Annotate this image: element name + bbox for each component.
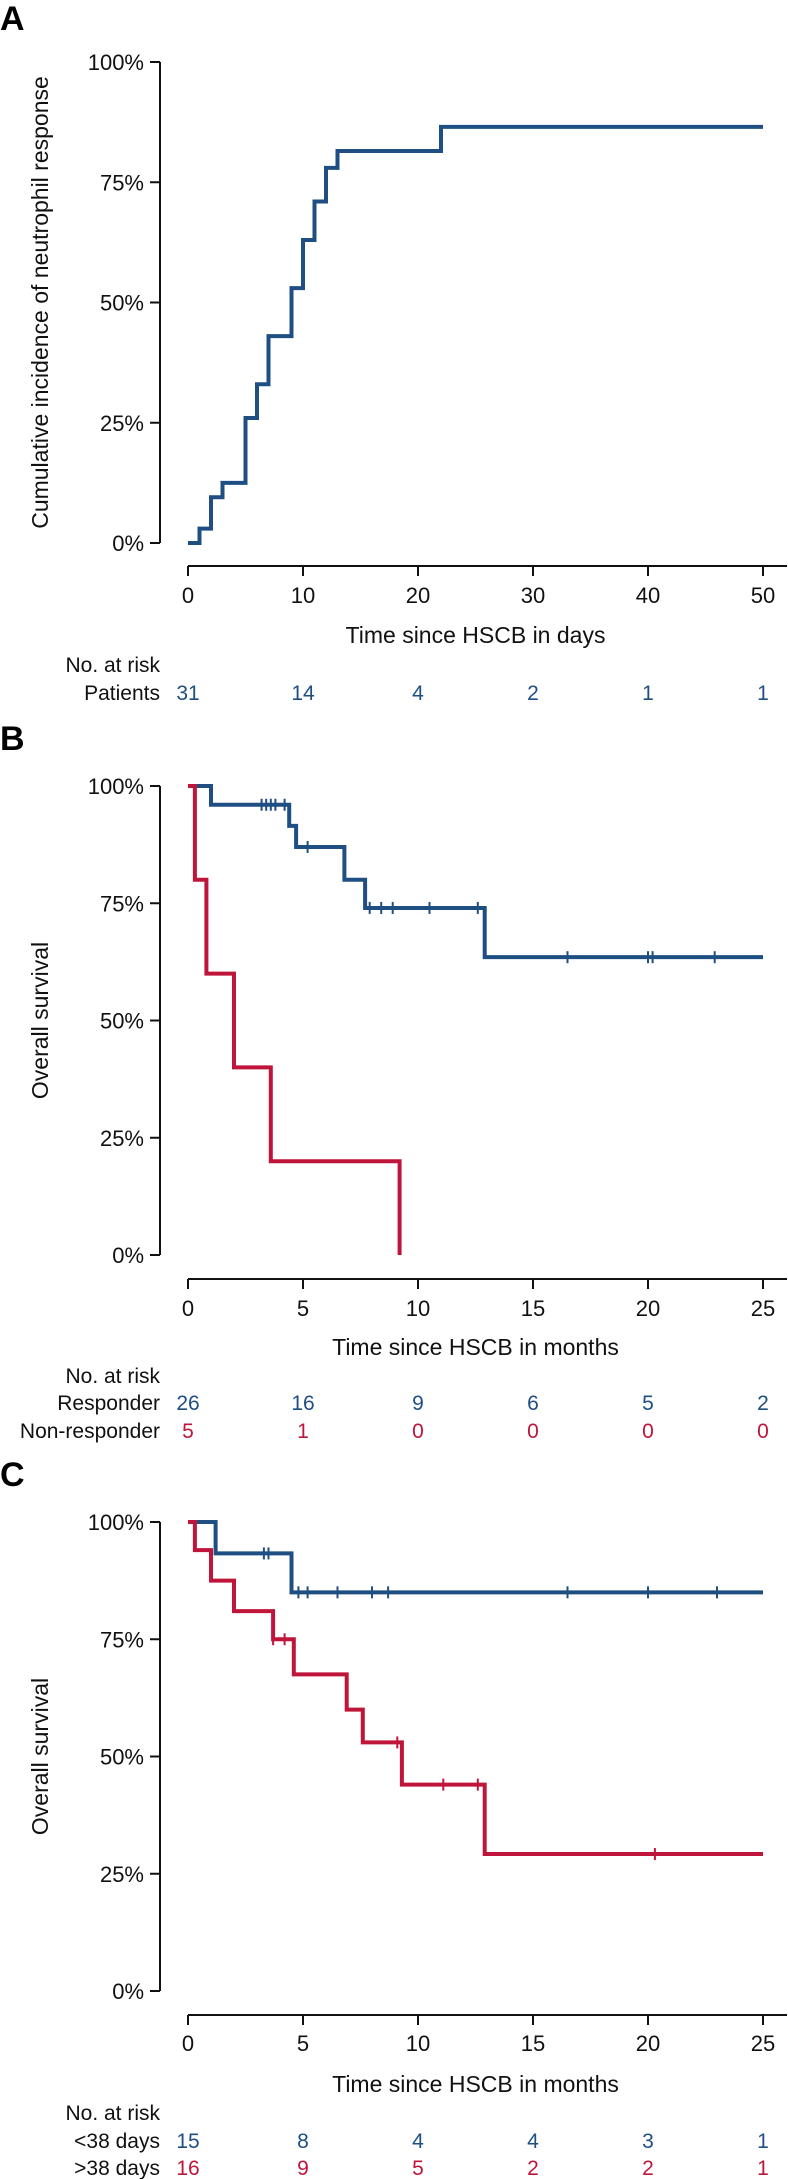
- x-tick-label: 20: [636, 1296, 660, 1321]
- x-tick-label: 10: [291, 583, 315, 608]
- x-tick-label: 5: [297, 1296, 309, 1321]
- risk-value: 1: [757, 2130, 769, 2153]
- risk-row-label: >38 days: [74, 2157, 160, 2179]
- x-tick-label: 0: [182, 583, 194, 608]
- risk-table-header: No. at risk: [65, 2102, 160, 2125]
- x-tick-label: 20: [406, 583, 430, 608]
- y-tick-label: 0%: [112, 531, 144, 556]
- x-axis-title: Time since HSCB in days: [346, 622, 606, 648]
- y-tick-label: 75%: [100, 170, 144, 195]
- x-tick-label: 10: [406, 2031, 430, 2056]
- y-axis-title: Cumulative incidence of neutrophil respo…: [27, 76, 53, 529]
- risk-value: 2: [642, 2157, 654, 2179]
- risk-row-label: <38 days: [74, 2130, 160, 2153]
- x-tick-label: 0: [182, 2031, 194, 2056]
- risk-value: 2: [527, 682, 539, 705]
- risk-value: 6: [527, 1392, 539, 1415]
- risk-value: 0: [757, 1420, 769, 1443]
- y-tick-label: 0%: [112, 1243, 144, 1268]
- risk-value: 5: [412, 2157, 424, 2179]
- x-axis-title: Time since HSCB in months: [332, 1334, 619, 1360]
- x-tick-label: 15: [521, 1296, 545, 1321]
- risk-value: 0: [527, 1420, 539, 1443]
- risk-value: 16: [291, 1392, 314, 1415]
- risk-value: 15: [176, 2130, 199, 2153]
- x-tick-label: 20: [636, 2031, 660, 2056]
- x-tick-label: 30: [521, 583, 545, 608]
- risk-value: 3: [642, 2130, 654, 2153]
- risk-value: 2: [527, 2157, 539, 2179]
- risk-value: 1: [642, 682, 654, 705]
- panel-letter: B: [0, 720, 25, 758]
- y-tick-label: 50%: [100, 1745, 144, 1770]
- x-tick-label: 15: [521, 2031, 545, 2056]
- risk-value: 4: [527, 2130, 539, 2153]
- risk-value: 5: [182, 1420, 194, 1443]
- x-tick-label: 0: [182, 1296, 194, 1321]
- x-tick-label: 25: [751, 1296, 775, 1321]
- risk-row-label: Non-responder: [20, 1420, 160, 1443]
- risk-value: 5: [642, 1392, 654, 1415]
- y-tick-label: 25%: [100, 411, 144, 436]
- risk-value: 14: [291, 682, 315, 705]
- y-tick-label: 100%: [88, 50, 144, 75]
- risk-value: 0: [642, 1420, 654, 1443]
- x-tick-label: 25: [751, 2031, 775, 2056]
- km-curve-1: [188, 1520, 763, 1595]
- y-tick-label: 25%: [100, 1862, 144, 1887]
- risk-row-label: Responder: [57, 1392, 160, 1415]
- y-axis-title: Overall survival: [27, 942, 53, 1099]
- x-tick-label: 10: [406, 1296, 430, 1321]
- panel-a: A 0% 25% 50% 75% 100% Cumulative incidence of …: [0, 0, 787, 705]
- km-curve-2: [188, 1520, 763, 1857]
- y-tick-label: 0%: [112, 1979, 144, 2004]
- risk-value: 0: [412, 1420, 424, 1443]
- risk-value: 26: [176, 1392, 199, 1415]
- x-tick-label: 5: [297, 2031, 309, 2056]
- risk-value: 9: [297, 2157, 309, 2179]
- km-curve-1: [188, 784, 763, 960]
- risk-table-header: No. at risk: [65, 1365, 160, 1388]
- risk-value: 31: [176, 682, 199, 705]
- risk-value: 2: [757, 1392, 769, 1415]
- y-tick-label: 100%: [88, 1510, 144, 1535]
- x-axis-title: Time since HSCB in months: [332, 2071, 619, 2097]
- risk-value: 1: [297, 1420, 309, 1443]
- risk-value: 8: [297, 2130, 309, 2153]
- risk-row-label: Patients: [84, 682, 160, 705]
- risk-value: 4: [412, 682, 424, 705]
- panel-letter: A: [0, 0, 25, 38]
- km-curve-2: [188, 784, 402, 1255]
- y-tick-label: 50%: [100, 291, 144, 316]
- y-tick-label: 75%: [100, 891, 144, 916]
- km-curve-1: [188, 124, 763, 545]
- y-axis-title: Overall survival: [27, 1678, 53, 1835]
- risk-value: 1: [757, 2157, 769, 2179]
- risk-value: 4: [412, 2130, 424, 2153]
- y-tick-label: 25%: [100, 1126, 144, 1151]
- risk-value: 9: [412, 1392, 424, 1415]
- y-tick-label: 50%: [100, 1009, 144, 1034]
- x-tick-label: 50: [751, 583, 775, 608]
- risk-value: 16: [176, 2157, 199, 2179]
- y-tick-label: 75%: [100, 1627, 144, 1652]
- risk-value: 1: [757, 682, 769, 705]
- panel-letter: C: [0, 1456, 25, 1494]
- y-tick-label: 100%: [88, 774, 144, 799]
- risk-table-header: No. at risk: [65, 654, 160, 677]
- x-tick-label: 40: [636, 583, 660, 608]
